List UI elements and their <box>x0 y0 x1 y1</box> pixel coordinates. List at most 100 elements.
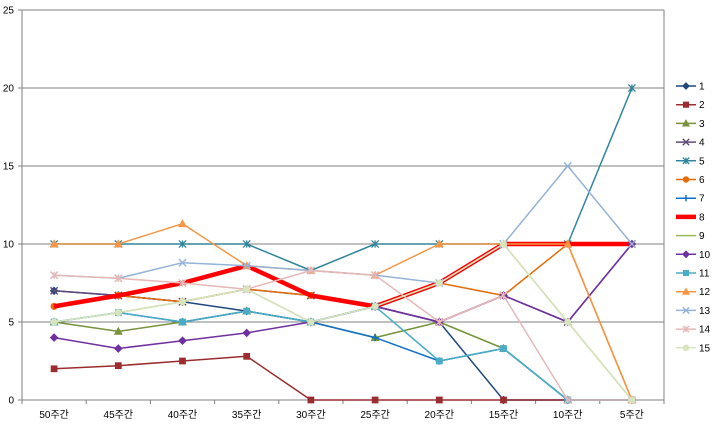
legend-label: 10 <box>699 250 711 261</box>
data-point <box>178 298 187 306</box>
data-point <box>242 328 252 338</box>
series-14 <box>50 266 636 405</box>
x-tick-label: 25주간 <box>360 409 390 421</box>
legend-entry: 9 <box>676 231 705 242</box>
data-point <box>50 271 59 280</box>
data-point <box>114 274 123 283</box>
legend-label: 15 <box>699 343 711 354</box>
data-point <box>499 240 508 248</box>
data-point <box>371 271 380 280</box>
data-point <box>49 239 59 248</box>
legend-marker <box>682 176 690 183</box>
legend-marker <box>682 344 690 352</box>
series-12 <box>49 219 637 404</box>
legend-label: 6 <box>699 175 705 186</box>
legend-entry: 11 <box>676 269 710 280</box>
gridlines <box>18 9 665 404</box>
data-point <box>564 318 572 326</box>
legend-label: 8 <box>699 212 705 223</box>
legend-marker <box>682 138 690 146</box>
legend-label: 4 <box>699 138 705 149</box>
x-tick-label: 35주간 <box>232 409 262 421</box>
data-point <box>371 239 380 249</box>
data-point <box>371 396 379 404</box>
y-tick-label: 15 <box>3 162 15 173</box>
data-point <box>371 302 379 310</box>
legend-entry: 12 <box>676 287 711 298</box>
series-4 <box>50 239 636 327</box>
series-line <box>54 222 633 401</box>
data-point <box>243 285 251 293</box>
data-point <box>500 345 507 352</box>
data-point <box>435 279 443 287</box>
legend-marker <box>682 306 690 315</box>
legend-label: 14 <box>699 325 711 336</box>
data-point <box>178 219 187 228</box>
legend-marker <box>682 325 690 333</box>
legend-label: 11 <box>699 269 710 280</box>
legend-marker <box>682 82 690 90</box>
data-point <box>435 396 443 404</box>
series-line <box>53 243 633 401</box>
data-point <box>50 318 58 326</box>
data-point <box>179 357 186 365</box>
data-point <box>113 326 123 335</box>
legend-label: 9 <box>699 231 705 242</box>
y-tick-label: 10 <box>3 240 15 251</box>
data-point <box>114 309 122 317</box>
legend-entry: 15 <box>676 343 711 354</box>
legend-marker <box>682 195 690 202</box>
legend-entry: 14 <box>676 325 711 336</box>
data-point <box>306 266 315 275</box>
data-point <box>178 239 187 249</box>
series-line <box>53 310 632 401</box>
y-tick-label: 0 <box>8 396 14 407</box>
series-line <box>53 243 633 350</box>
data-point <box>243 307 251 315</box>
x-tick-label: 45주간 <box>104 409 134 421</box>
legend-entry: 1 <box>676 82 705 93</box>
legend-entry: 13 <box>676 306 711 317</box>
x-tick-label: 10주간 <box>553 409 583 421</box>
data-point <box>563 395 572 405</box>
y-axis-tick-labels: 0 5 10 15 20 25 <box>3 6 15 407</box>
data-point <box>627 239 636 249</box>
legend-entry: 10 <box>676 250 711 261</box>
x-tick-label: 50주간 <box>39 409 69 421</box>
data-point <box>114 362 122 370</box>
data-point <box>371 334 379 342</box>
y-tick-label: 25 <box>3 6 15 17</box>
series-line <box>54 243 633 323</box>
data-point <box>242 261 251 270</box>
data-point <box>179 318 186 326</box>
data-point <box>628 396 636 404</box>
data-point <box>50 365 58 373</box>
series-line <box>54 269 632 401</box>
series-lines <box>49 83 637 405</box>
legend-marker <box>682 101 690 108</box>
series-line <box>53 305 632 401</box>
legend-entry: 8 <box>676 212 705 223</box>
data-point <box>435 317 444 327</box>
data-point <box>627 83 636 93</box>
series-13 <box>50 161 636 288</box>
legend-label: 7 <box>699 194 705 205</box>
legend-marker <box>682 157 690 165</box>
legend-marker <box>681 119 691 127</box>
x-tick-label: 40주간 <box>168 409 198 421</box>
x-tick-label: 15주간 <box>489 409 519 421</box>
data-point <box>178 278 187 288</box>
data-point <box>113 239 123 248</box>
series-line <box>54 165 633 284</box>
legend-entry: 4 <box>676 138 705 149</box>
data-point <box>178 258 187 267</box>
legend-entry: 3 <box>676 119 705 130</box>
x-tick-label: 30주간 <box>296 409 326 421</box>
data-point <box>242 239 251 249</box>
data-point <box>563 161 572 171</box>
data-point <box>500 396 507 404</box>
data-point <box>178 336 187 346</box>
legend-label: 12 <box>699 287 711 298</box>
legend-entry: 2 <box>676 100 705 111</box>
